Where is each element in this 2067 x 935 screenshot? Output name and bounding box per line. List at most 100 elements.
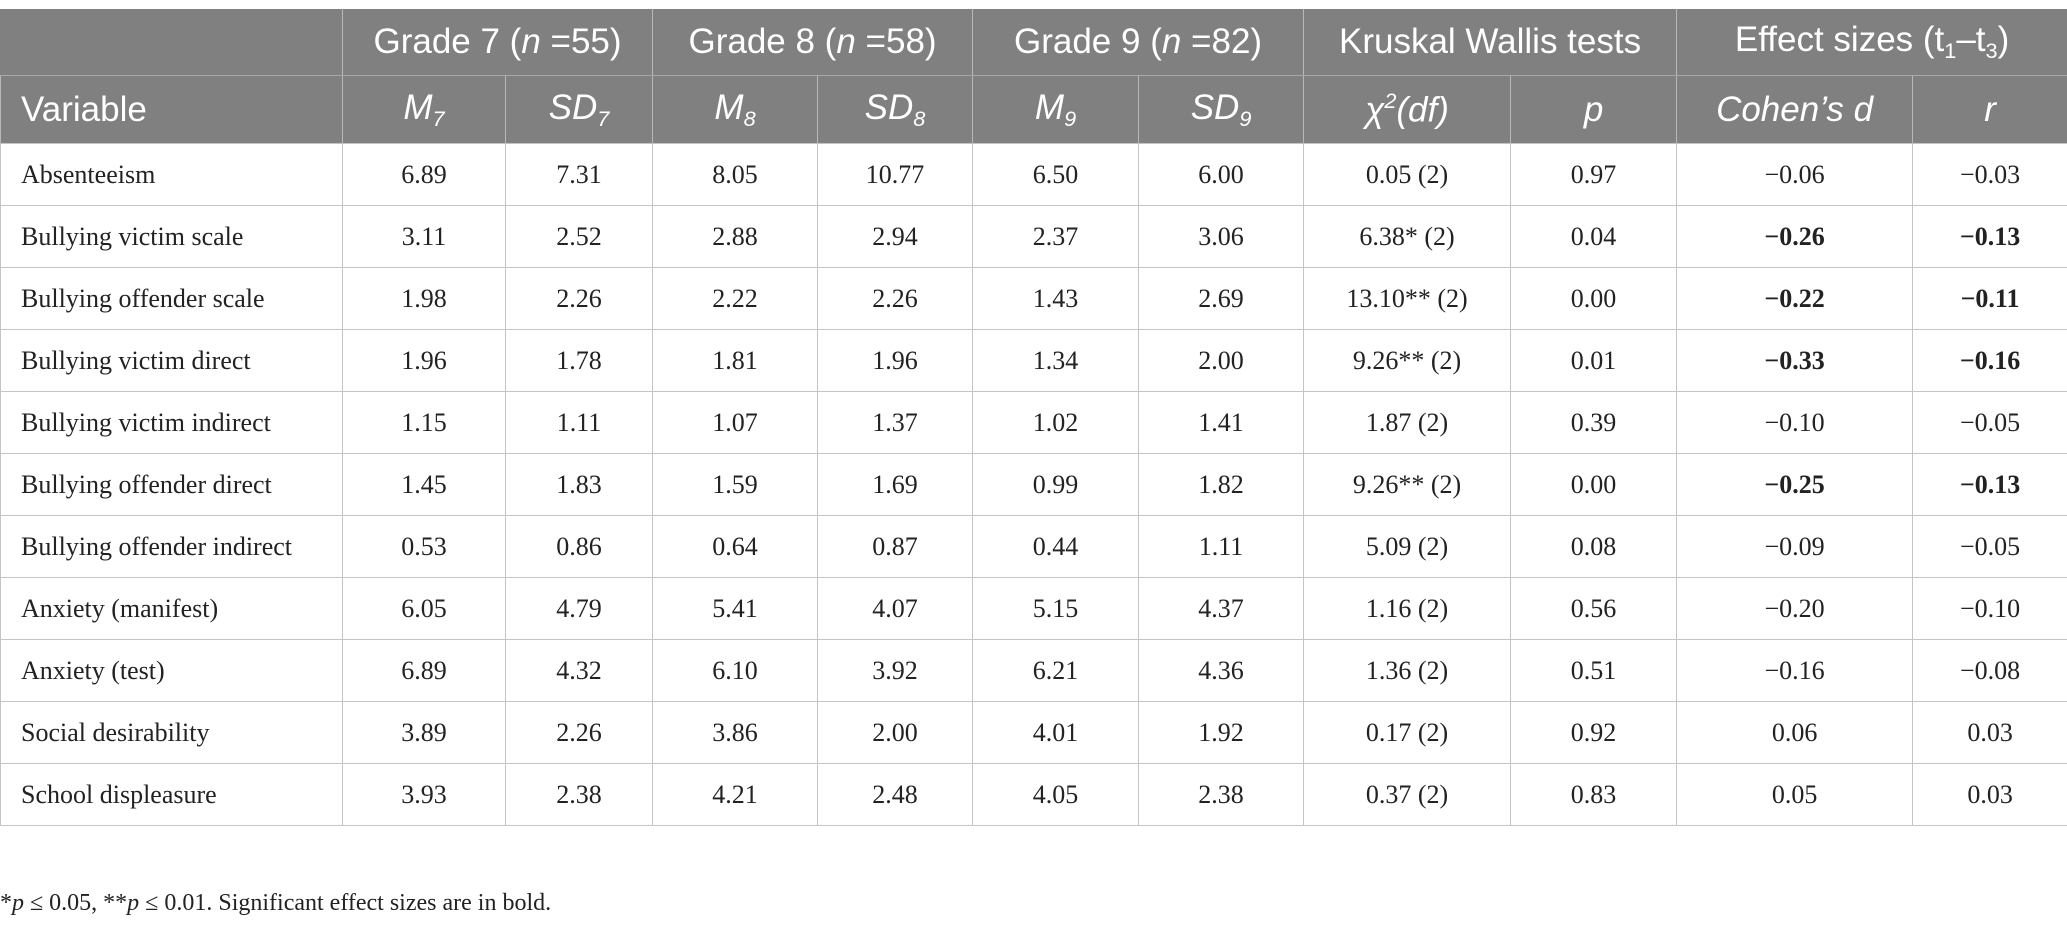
column-header-chi-tail: (df) bbox=[1396, 90, 1449, 130]
cell-sd7: 1.11 bbox=[504, 391, 654, 454]
cell-chi-square: 0.05 (2) bbox=[1303, 143, 1512, 206]
cell-p: 0.00 bbox=[1510, 453, 1678, 516]
cell-p: 0.97 bbox=[1510, 143, 1678, 206]
cell-sd7: 0.86 bbox=[504, 515, 654, 578]
cell-sd7: 1.78 bbox=[504, 329, 654, 392]
cell-sd9: 1.11 bbox=[1138, 515, 1305, 578]
cell-chi-square: 1.87 (2) bbox=[1303, 391, 1512, 454]
column-header-sd7: SD7 bbox=[504, 75, 654, 144]
cell-sd8: 2.00 bbox=[817, 701, 974, 764]
cell-cohens-d: 0.06 bbox=[1676, 701, 1914, 764]
cell-m9: 1.43 bbox=[972, 267, 1140, 330]
column-header-sd8: SD8 bbox=[817, 75, 974, 144]
cell-cohens-d: −0.09 bbox=[1676, 515, 1914, 578]
cell-m8: 5.41 bbox=[652, 577, 819, 640]
cell-variable: Bullying victim scale bbox=[0, 205, 343, 268]
cell-sd7: 2.52 bbox=[504, 205, 654, 268]
cell-m8: 3.86 bbox=[652, 701, 819, 764]
group-grade-9: Grade 9 (n =82) bbox=[972, 9, 1305, 76]
cell-sd8: 2.26 bbox=[817, 267, 974, 330]
column-header-m7-base: M bbox=[403, 87, 433, 127]
cell-variable: Absenteeism bbox=[0, 143, 343, 206]
column-header-m9-sub: 9 bbox=[1064, 105, 1077, 131]
column-header-m9-base: M bbox=[1034, 87, 1065, 127]
cell-m9: 1.02 bbox=[972, 391, 1140, 454]
cell-r: −0.03 bbox=[1912, 143, 2067, 206]
cell-m8: 2.88 bbox=[652, 205, 819, 268]
cell-sd8: 1.96 bbox=[817, 329, 974, 392]
cell-chi-square: 9.26** (2) bbox=[1303, 329, 1512, 392]
cell-r: −0.13 bbox=[1912, 205, 2067, 268]
cell-m8: 4.21 bbox=[652, 763, 819, 826]
cell-m8: 8.05 bbox=[652, 143, 819, 206]
cell-sd7: 4.32 bbox=[504, 639, 654, 702]
cell-chi-square: 6.38* (2) bbox=[1303, 205, 1512, 268]
group-grade-9-n: n bbox=[1161, 22, 1182, 61]
cell-m9: 5.15 bbox=[972, 577, 1140, 640]
cell-sd7: 2.26 bbox=[504, 701, 654, 764]
column-header-sd9: SD9 bbox=[1138, 75, 1305, 144]
table-row: Anxiety (test) 6.89 4.32 6.10 3.92 6.21 4.36 1.… bbox=[0, 639, 2067, 702]
footnote-p-second: p bbox=[127, 890, 140, 916]
group-grade-9-prefix: Grade 9 ( bbox=[1014, 22, 1162, 61]
column-header-m8: M8 bbox=[652, 75, 819, 144]
column-header-m8-base: M bbox=[714, 87, 744, 127]
cell-sd9: 6.00 bbox=[1138, 143, 1305, 206]
table-row: School displeasure 3.93 2.38 4.21 2.48 4.05 2.… bbox=[0, 763, 2067, 826]
column-header-variable: Variable bbox=[0, 75, 343, 144]
group-grade-8-suffix: =58) bbox=[855, 22, 937, 61]
cell-variable: Anxiety (test) bbox=[0, 639, 343, 702]
group-grade-7-suffix: =55) bbox=[540, 22, 622, 61]
cell-m8: 2.22 bbox=[652, 267, 819, 330]
cell-p: 0.00 bbox=[1510, 267, 1678, 330]
cell-r: 0.03 bbox=[1912, 701, 2067, 764]
cell-m8: 0.64 bbox=[652, 515, 819, 578]
table-row: Bullying offender scale 1.98 2.26 2.22 2.26 1… bbox=[0, 267, 2067, 330]
cell-sd8: 1.69 bbox=[817, 453, 974, 516]
table-row: Bullying offender indirect 0.53 0.86 0.64 0.… bbox=[0, 515, 2067, 578]
cell-cohens-d: −0.22 bbox=[1676, 267, 1914, 330]
cell-r: −0.13 bbox=[1912, 453, 2067, 516]
footnote-p-first: p bbox=[12, 890, 24, 916]
cell-p: 0.39 bbox=[1510, 391, 1678, 454]
cell-cohens-d: −0.26 bbox=[1676, 205, 1914, 268]
cell-sd8: 10.77 bbox=[817, 143, 974, 206]
column-header-m7-sub: 7 bbox=[432, 105, 445, 131]
cell-p: 0.04 bbox=[1510, 205, 1678, 268]
cell-m7: 0.53 bbox=[342, 515, 506, 578]
cell-chi-square: 1.36 (2) bbox=[1303, 639, 1512, 702]
cell-variable: Bullying victim indirect bbox=[0, 391, 343, 454]
group-grade-7-prefix: Grade 7 ( bbox=[373, 22, 522, 61]
table-body: Absenteeism 6.89 7.31 8.05 10.77 6.50 6.00 0.05… bbox=[0, 143, 2067, 826]
cell-sd7: 7.31 bbox=[504, 143, 654, 206]
cell-p: 0.01 bbox=[1510, 329, 1678, 392]
cell-sd9: 2.00 bbox=[1138, 329, 1305, 392]
cell-sd7: 2.38 bbox=[504, 763, 654, 826]
cell-r: −0.10 bbox=[1912, 577, 2067, 640]
column-header-sd7-base: SD bbox=[548, 87, 598, 127]
cell-cohens-d: −0.25 bbox=[1676, 453, 1914, 516]
cell-p: 0.51 bbox=[1510, 639, 1678, 702]
header-group-row: Grade 7 (n =55) Grade 8 (n =58) Grade 9 … bbox=[0, 9, 2067, 76]
table-row: Bullying offender direct 1.45 1.83 1.59 1.69… bbox=[0, 453, 2067, 516]
table-row: Absenteeism 6.89 7.31 8.05 10.77 6.50 6.00 0.05… bbox=[0, 143, 2067, 206]
column-header-p: p bbox=[1510, 75, 1678, 144]
cell-r: −0.11 bbox=[1912, 267, 2067, 330]
cell-m7: 1.96 bbox=[342, 329, 506, 392]
column-header-cohens-d: Cohen’s d bbox=[1676, 75, 1914, 144]
table-row: Bullying victim scale 3.11 2.52 2.88 2.94 2.3… bbox=[0, 205, 2067, 268]
cell-cohens-d: −0.10 bbox=[1676, 391, 1914, 454]
cell-m9: 0.99 bbox=[972, 453, 1140, 516]
column-header-sd8-base: SD bbox=[864, 87, 914, 127]
cell-sd9: 1.92 bbox=[1138, 701, 1305, 764]
cell-sd7: 2.26 bbox=[504, 267, 654, 330]
cell-variable: Bullying offender indirect bbox=[0, 515, 343, 578]
cell-r: 0.03 bbox=[1912, 763, 2067, 826]
cell-m9: 0.44 bbox=[972, 515, 1140, 578]
table-header: Grade 7 (n =55) Grade 8 (n =58) Grade 9 … bbox=[0, 9, 2067, 144]
cell-p: 0.56 bbox=[1510, 577, 1678, 640]
group-grade-7: Grade 7 (n =55) bbox=[341, 9, 654, 76]
column-header-sd7-sub: 7 bbox=[597, 105, 610, 131]
cell-m7: 3.89 bbox=[342, 701, 506, 764]
cell-sd8: 2.94 bbox=[817, 205, 974, 268]
